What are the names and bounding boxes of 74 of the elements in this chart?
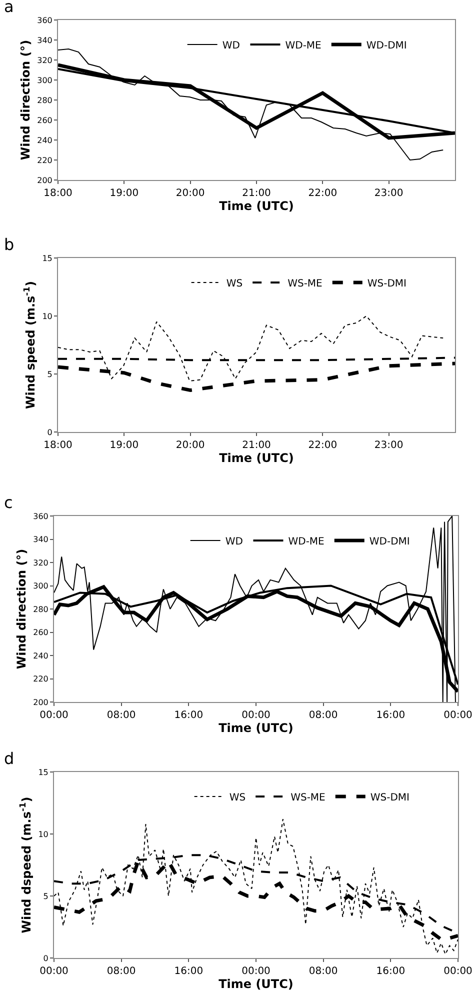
legend-label: WD: [225, 536, 244, 548]
y-tick-label: 280: [37, 96, 52, 105]
y-tick-label: 320: [37, 56, 52, 65]
y-tick-label: 280: [33, 604, 48, 614]
x-tick-label: 20:00: [176, 188, 205, 199]
legend-label: WD-ME: [288, 536, 324, 548]
y-tick-label: 360: [37, 16, 52, 25]
x-tick-label: 08:00: [106, 710, 136, 721]
x-axis-title: Time (UTC): [218, 721, 294, 735]
x-tick-label: 00:00: [444, 966, 472, 977]
y-tick-label: 240: [33, 651, 48, 660]
y-tick-label: 220: [33, 674, 48, 684]
x-tick-label: 00:00: [242, 966, 270, 977]
y-tick-label: 0: [43, 954, 48, 963]
x-tick-label: 16:00: [376, 710, 406, 721]
x-tick-label: 16:00: [376, 966, 406, 977]
legend-label: WS-ME: [288, 278, 322, 290]
y-tick-label: 260: [33, 628, 48, 638]
y-tick-label: 5: [43, 892, 48, 901]
x-tick-label: 21:00: [242, 440, 271, 451]
chart-title: b: [4, 235, 14, 254]
y-tick-label: 200: [33, 698, 48, 707]
x-axis-title: Time (UTC): [219, 199, 294, 213]
x-axis-title: Time (UTC): [219, 451, 294, 465]
y-tick-label: 10: [42, 312, 52, 321]
y-tick-label: 5: [47, 370, 52, 379]
chart-title: c: [4, 493, 13, 512]
x-tick-label: 19:00: [110, 440, 139, 451]
legend-label: WS: [229, 792, 246, 804]
legend-label: WD-ME: [285, 40, 322, 52]
legend-label: WS-ME: [290, 792, 326, 804]
x-tick-label: 20:00: [176, 440, 205, 451]
x-tick-label: 23:00: [374, 440, 404, 451]
y-tick-label: 220: [37, 156, 52, 165]
x-tick-label: 00:00: [444, 710, 472, 721]
y-tick-label: 300: [33, 582, 48, 591]
y-axis-title: Wind direction (°): [18, 40, 32, 160]
y-tick-label: 340: [37, 36, 52, 45]
chart-title: a: [4, 0, 14, 16]
y-tick-label: 340: [33, 535, 48, 544]
y-tick-label: 300: [37, 76, 52, 85]
y-tick-label: 260: [37, 116, 52, 125]
x-tick-label: 08:00: [308, 966, 338, 977]
y-axis-title: Wind direction (°): [14, 548, 28, 670]
x-tick-label: 18:00: [44, 188, 72, 199]
y-tick-label: 10: [38, 830, 48, 839]
x-tick-label: 19:00: [110, 188, 139, 199]
x-tick-label: 08:00: [308, 710, 338, 721]
y-tick-label: 360: [33, 512, 48, 521]
y-tick-label: 240: [37, 136, 52, 145]
x-tick-label: 00:00: [40, 966, 68, 977]
legend-label: WS-DMI: [370, 792, 410, 804]
y-tick-label: 0: [47, 428, 52, 437]
y-tick-label: 320: [33, 558, 48, 568]
x-tick-label: 21:00: [242, 188, 271, 199]
legend-label: WD-DMI: [366, 40, 407, 52]
legend-label: WD: [222, 40, 240, 52]
legend-label: WS: [226, 278, 243, 290]
x-tick-label: 23:00: [374, 188, 404, 199]
y-tick-label: 15: [42, 254, 52, 263]
x-tick-label: 08:00: [106, 966, 136, 977]
x-axis-title: Time (UTC): [218, 977, 294, 991]
x-tick-label: 16:00: [174, 710, 204, 721]
y-tick-label: 200: [37, 176, 52, 185]
x-tick-label: 22:00: [308, 188, 338, 199]
legend-label: WS-DMI: [367, 278, 407, 290]
x-tick-label: 00:00: [40, 710, 68, 721]
chart-title: d: [4, 749, 14, 768]
x-tick-label: 22:00: [308, 440, 338, 451]
x-tick-label: 16:00: [174, 966, 204, 977]
x-tick-label: 18:00: [44, 440, 72, 451]
x-tick-label: 00:00: [242, 710, 270, 721]
legend-label: WD-DMI: [369, 536, 410, 548]
y-tick-label: 15: [38, 768, 48, 777]
